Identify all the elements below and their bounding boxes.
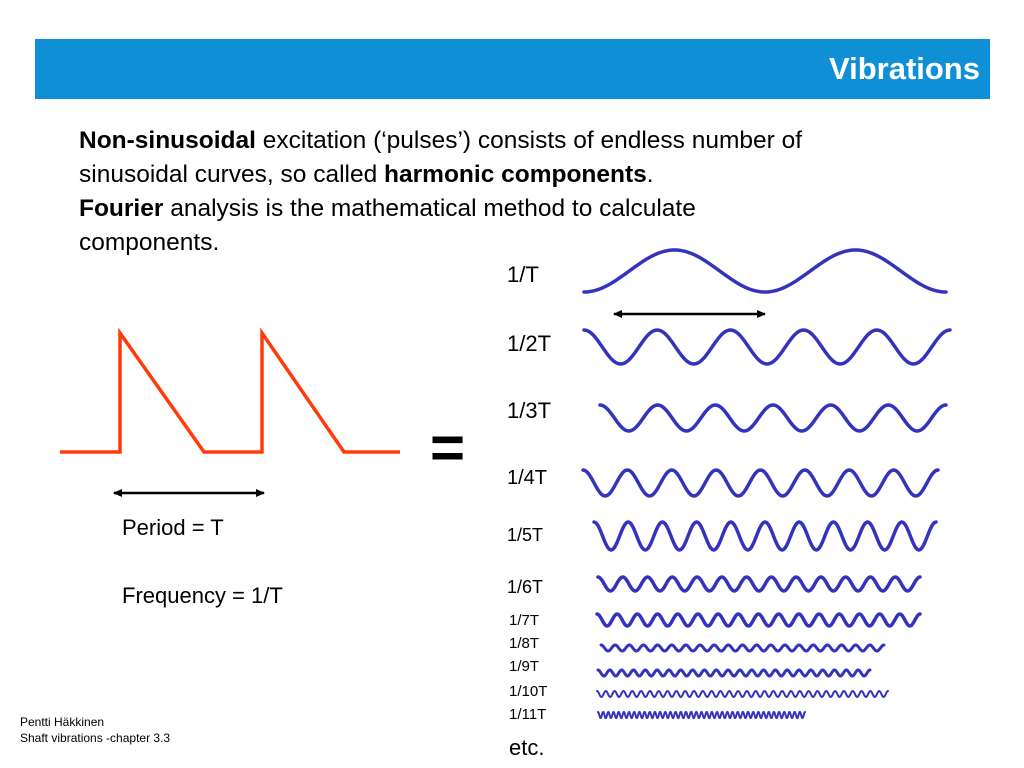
page-title: Vibrations: [828, 51, 980, 86]
harmonic-label-7: 1/7T: [509, 612, 540, 629]
harmonic-label-9: 1/9T: [509, 658, 540, 675]
harmonic-wave-6: [596, 575, 922, 593]
intro-term-harmonic-components: harmonic components: [384, 161, 647, 188]
intro-line-4: components.: [79, 229, 220, 256]
intro-line-1-text: excitation (‘pulses’) consists of endles…: [255, 127, 803, 154]
intro-line-3-text: analysis is the mathematical method to c…: [163, 195, 696, 222]
harmonic-wave-11: [597, 710, 806, 720]
intro-line-2-text: sinusoidal curves, so called: [79, 161, 385, 188]
equals-sign: =: [430, 414, 466, 481]
harmonic-wave-4: [581, 468, 940, 498]
period-label: Period = T: [122, 515, 224, 540]
footer-chapter: Shaft vibrations -chapter 3.3: [20, 731, 171, 745]
harmonic-label-4: 1/4T: [507, 467, 548, 489]
intro-term-fourier: Fourier: [79, 195, 164, 222]
intro-line-2-end: .: [646, 161, 654, 188]
harmonic-wave-5: [592, 520, 938, 552]
intro-paragraph: Non-sinusoidal excitation (‘pulses’) con…: [79, 124, 959, 260]
harmonic-wave-9: [596, 668, 872, 678]
pulse-waveform: [60, 327, 400, 454]
harmonic-label-8: 1/8T: [509, 635, 540, 652]
intro-line-3: Fourier analysis is the mathematical met…: [79, 192, 959, 226]
harmonic-wave-10: [596, 689, 889, 699]
harmonic-wave-2: [582, 328, 952, 366]
harmonic-label-10: 1/10T: [509, 683, 548, 700]
footer: Pentti Häkkinen Shaft vibrations -chapte…: [20, 714, 170, 746]
intro-line-1: Non-sinusoidal excitation (‘pulses’) con…: [79, 124, 959, 158]
harmonic-wave-8: [599, 643, 886, 653]
harmonic-wave-1: [582, 248, 948, 294]
title-bar: Vibrations: [35, 39, 990, 99]
etc-label: etc.: [509, 735, 545, 760]
harmonic-wave-3: [598, 403, 948, 433]
intro-line-2: sinusoidal curves, so called harmonic co…: [79, 158, 959, 192]
harmonic-label-6: 1/6T: [507, 577, 544, 597]
harmonic-label-2: 1/2T: [507, 331, 552, 356]
harmonic-waves: [581, 248, 952, 720]
intro-term-non-sinusoidal: Non-sinusoidal: [79, 127, 256, 154]
frequency-label: Frequency = 1/T: [122, 583, 283, 608]
harmonic-label-1: 1/T: [507, 262, 539, 287]
harmonic-label-11: 1/11T: [509, 706, 547, 723]
harmonic-wave-7: [595, 612, 922, 628]
harmonic-label-5: 1/5T: [507, 525, 544, 545]
footer-author: Pentti Häkkinen: [20, 715, 105, 729]
harmonic-label-3: 1/3T: [507, 398, 552, 423]
